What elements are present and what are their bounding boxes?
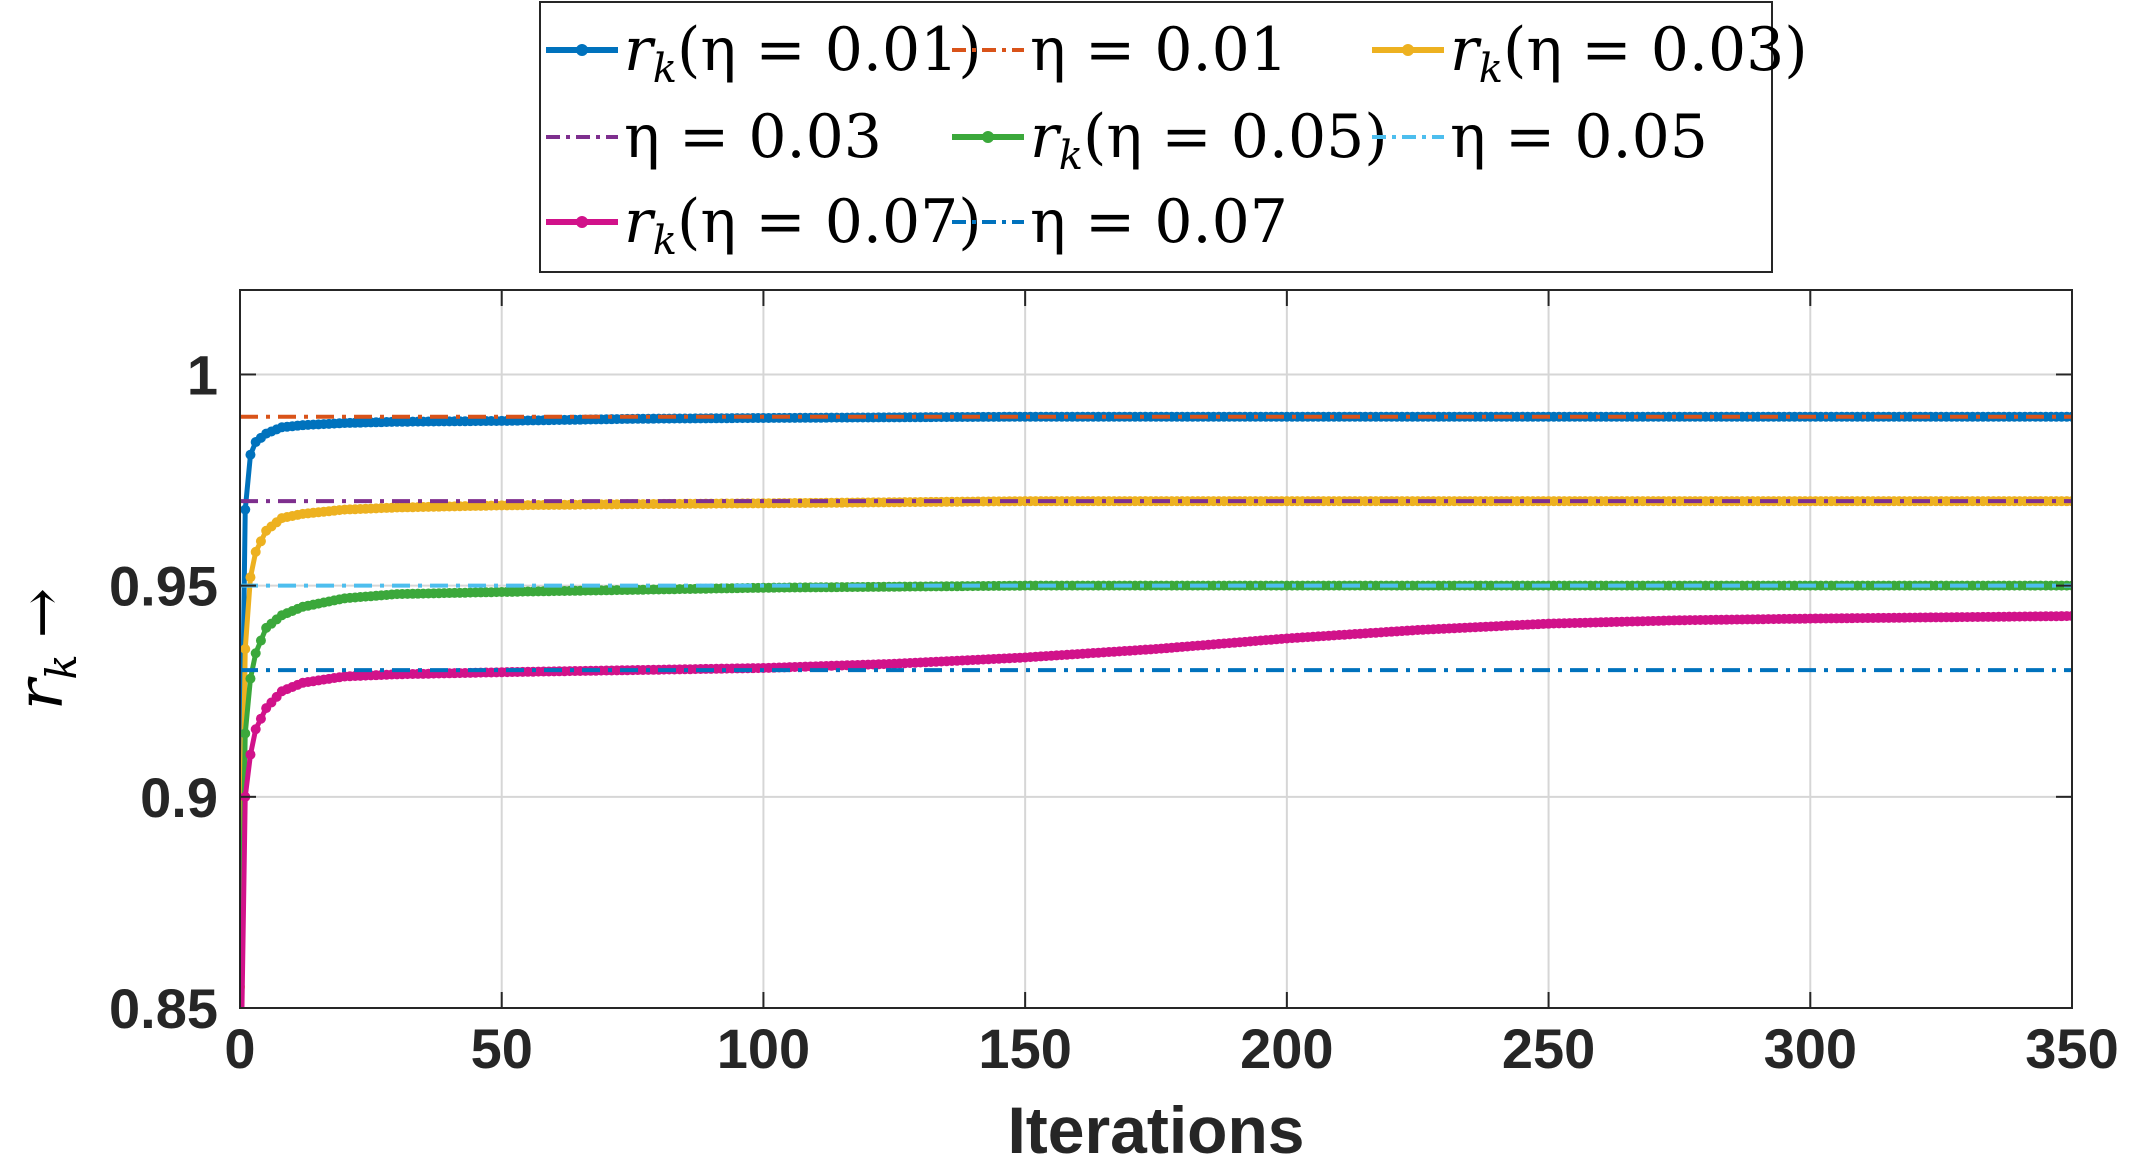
legend-label: η = 0.07 [1030, 187, 1288, 257]
legend-label: η = 0.01 [1030, 15, 1288, 85]
data-point [255, 713, 266, 724]
data-point [245, 449, 256, 460]
x-tick-label: 350 [2025, 1017, 2118, 1080]
legend-label: η = 0.03 [624, 102, 882, 172]
data-point [240, 644, 251, 654]
y-tick-label: 0.85 [109, 977, 218, 1040]
data-point [245, 749, 256, 760]
legend-label: η = 0.05 [1450, 102, 1708, 172]
legend-item: η = 0.05 [1372, 102, 1708, 172]
plot-frame [239, 289, 2073, 1009]
legend-label: rk(η = 0.07) [624, 187, 982, 264]
legend-marker [982, 131, 994, 143]
data-point [250, 648, 261, 659]
data-point [255, 536, 266, 547]
y-tick-label: 1 [187, 343, 218, 406]
x-axis-label: Iterations [1007, 1093, 1304, 1163]
y-axis-label-main: r [4, 676, 78, 710]
legend-item: rk(η = 0.07) [546, 187, 982, 264]
data-point [240, 728, 251, 739]
x-tick-label: 100 [717, 1017, 810, 1080]
legend-item: rk(η = 0.01) [546, 15, 982, 92]
x-tick-label: 300 [1764, 1017, 1857, 1080]
legend-label: rk(η = 0.03) [1450, 15, 1808, 92]
data-point [255, 635, 266, 646]
data-point [245, 673, 256, 684]
legend: rk(η = 0.01) η = 0.01 rk(η = 0.03) η = 0.03… [539, 1, 1808, 273]
data-point [240, 504, 251, 515]
legend-box [539, 1, 1773, 273]
legend-marker [1402, 44, 1414, 56]
legend-label: rk(η = 0.05) [1030, 102, 1388, 179]
series-layer [235, 411, 2072, 1140]
x-tick-label: 50 [471, 1017, 533, 1080]
x-tick-label: 250 [1502, 1017, 1595, 1080]
legend-marker [576, 44, 588, 56]
legend-item: rk(η = 0.05) [952, 102, 1388, 179]
legend-item: rk(η = 0.03) [1372, 15, 1808, 92]
legend-item: η = 0.03 [546, 102, 882, 172]
x-tick-label: 200 [1240, 1017, 1333, 1080]
y-tick-label: 0.9 [140, 766, 218, 829]
svg-text:rk→: rk → [4, 588, 86, 710]
data-point [235, 1130, 245, 1140]
y-axis-label-subscript: k [37, 654, 86, 679]
data-point [250, 546, 261, 557]
x-tick-label: 0 [224, 1017, 255, 1080]
legend-marker [576, 216, 588, 228]
legend-label: rk(η = 0.01) [624, 15, 982, 92]
legend-item: η = 0.01 [952, 15, 1288, 85]
data-point [245, 572, 256, 583]
y-axis-label: rk → [4, 588, 86, 710]
data-point [250, 724, 261, 735]
y-tick-label: 0.95 [109, 555, 218, 618]
data-point [2067, 611, 2072, 622]
ticks: 0 50 100 150 200 250 300 350 0.85 0.9 0.95 1 [109, 290, 2119, 1080]
legend-item: η = 0.07 [952, 187, 1288, 257]
x-tick-label: 150 [978, 1017, 1071, 1080]
y-axis-label-arrow: → [7, 588, 77, 638]
